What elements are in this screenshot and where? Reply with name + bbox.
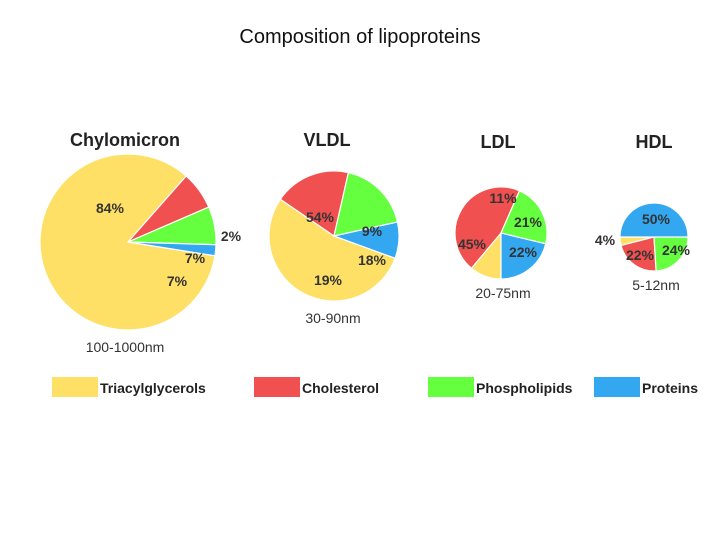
legend-swatch-proteins [594, 377, 640, 397]
pie-slice-proteins [619, 202, 689, 238]
pie-chart-vldl: VLDL 30-90nm 54% 19% 18% 9% [268, 130, 400, 326]
size-label: 30-90nm [305, 310, 360, 326]
pie-slice-proteins [500, 232, 547, 280]
legend-label-proteins: Proteins [642, 380, 698, 396]
data-label-triacylglycerols: 11% [489, 190, 517, 206]
data-label-proteins: 9% [362, 223, 383, 239]
chart-title: Chylomicron [70, 130, 180, 150]
pie-chart-chylomicron: Chylomicron 100-1000nm 84% 7% 7% 2% [39, 130, 242, 355]
legend-swatch-triacylglycerols [52, 377, 98, 397]
legend-swatch-cholesterol [254, 377, 300, 397]
pie-slice-cholesterol [620, 236, 657, 272]
size-label: 100-1000nm [86, 339, 165, 355]
data-label-cholesterol: 45% [458, 236, 487, 252]
pie-slice-phospholipids [653, 236, 689, 272]
data-label-proteins: 21% [514, 214, 543, 230]
data-label-phospholipids: 7% [185, 250, 206, 266]
chart-title: HDL [636, 132, 673, 152]
pie-slice-cholesterol [279, 170, 350, 237]
pie-slice-proteins [127, 241, 217, 257]
figure-title: Composition of lipoproteins [239, 26, 480, 48]
data-label-triacylglycerols: 84% [96, 200, 125, 216]
pie-slice-triacylglycerols [39, 153, 216, 331]
data-label-proteins: 2% [221, 228, 242, 244]
data-label-cholesterol: 19% [314, 272, 343, 288]
legend: Triacylglycerols Cholesterol Phospholipi… [52, 377, 698, 397]
pie-slice-triacylglycerols [268, 198, 396, 302]
data-label-phospholipids: 24% [662, 242, 691, 258]
data-label-proteins: 50% [642, 211, 671, 227]
pie-slice-phospholipids [333, 171, 399, 237]
legend-swatch-phospholipids [428, 377, 474, 397]
data-label-phospholipids: 18% [358, 252, 387, 268]
data-label-cholesterol: 7% [167, 273, 188, 289]
pie-slice-proteins [331, 221, 400, 259]
data-label-triacylglycerols: 4% [595, 232, 616, 248]
pie-charts: Chylomicron 100-1000nm 84% 7% 7% 2% VLDL 30-90n… [39, 130, 691, 355]
legend-label-phospholipids: Phospholipids [476, 380, 573, 396]
pie-chart-hdl: HDL 5-12nm 4% 22% 24% 50% [595, 132, 691, 293]
legend-label-cholesterol: Cholesterol [302, 380, 379, 396]
data-label-cholesterol: 22% [626, 247, 655, 263]
pie-chart-ldl: LDL 20-75nm 11% 45% 22% 21% [454, 132, 548, 301]
chart-title: LDL [481, 132, 516, 152]
size-label: 5-12nm [632, 277, 679, 293]
data-label-triacylglycerols: 54% [306, 209, 335, 225]
pie-slice-phospholipids [500, 190, 548, 245]
data-label-phospholipids: 22% [509, 244, 538, 260]
pie-slice-cholesterol [454, 186, 521, 270]
chart-title: VLDL [304, 130, 351, 150]
size-label: 20-75nm [475, 285, 530, 301]
legend-label-triacylglycerols: Triacylglycerols [100, 380, 206, 396]
